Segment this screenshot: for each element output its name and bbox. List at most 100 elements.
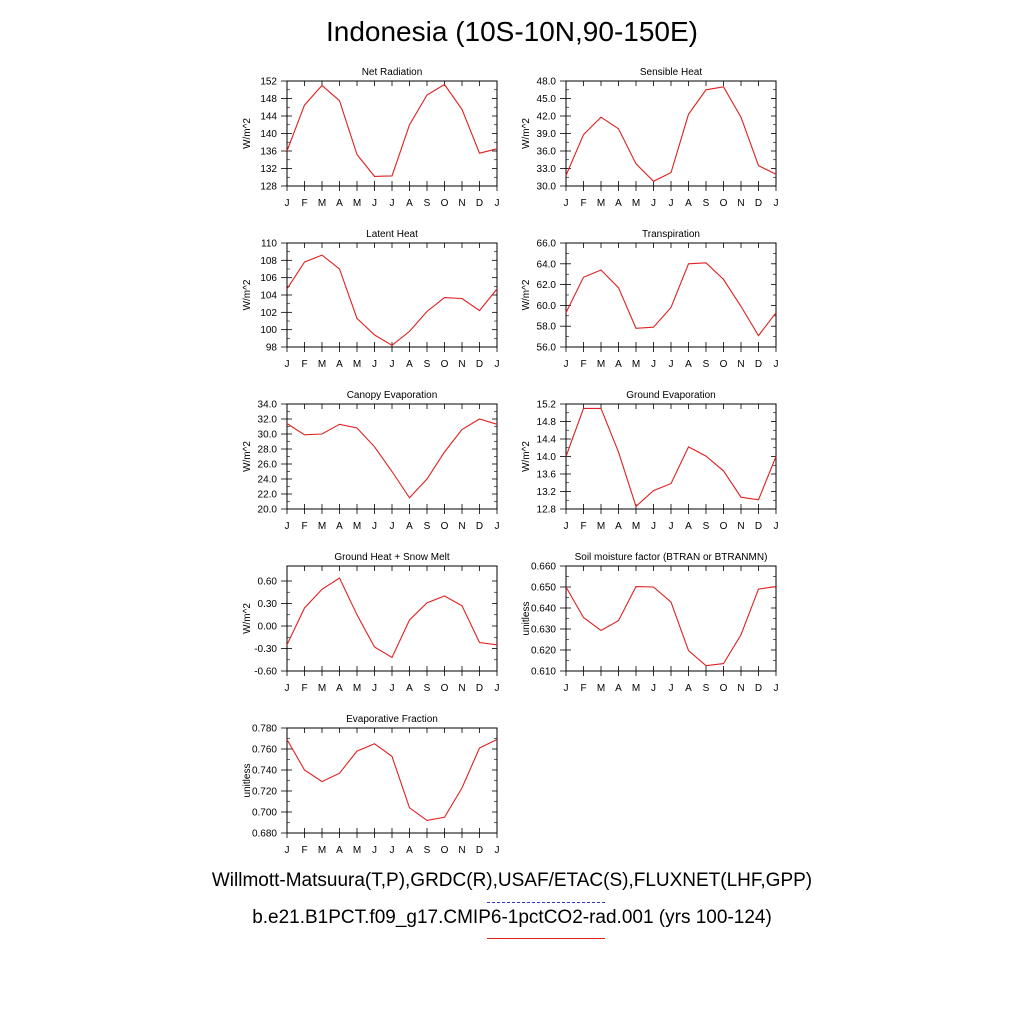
y-tick-label: 12.8 (537, 505, 557, 516)
plot-frame (286, 403, 498, 510)
y-tick-label: 110 (261, 239, 277, 250)
y-tick-label: 132 (260, 164, 277, 175)
series-line (286, 577, 498, 659)
x-tick-label: N (737, 198, 744, 209)
y-tick-label: 26.0 (258, 460, 278, 471)
x-tick-label: A (615, 359, 622, 370)
x-tick-label: J (285, 683, 290, 694)
series-line (565, 262, 777, 337)
x-tick-label: M (318, 198, 326, 209)
x-tick-label: S (703, 521, 710, 532)
x-tick-label: J (495, 845, 500, 856)
panel-title: Latent Heat (366, 229, 418, 240)
y-tick-label: 108 (260, 256, 277, 267)
x-tick-label: A (336, 845, 343, 856)
y-tick-label: 66.0 (537, 239, 557, 250)
chart-panel-9: Evaporative Fraction unitless 0.680 0.700 0.… (242, 714, 500, 856)
chart-panel-2: Sensible Heat W/m^2 30.0 33.0 36.0 39.0 42.0 45… (521, 67, 779, 209)
y-tick-label: 0.30 (258, 599, 278, 610)
panel-title: Net Radiation (362, 67, 423, 78)
x-tick-label: A (685, 683, 692, 694)
y-tick-label: 30.0 (258, 430, 278, 441)
series-line (286, 739, 498, 821)
panel-title: Ground Heat + Snow Melt (334, 552, 450, 563)
x-tick-label: J (774, 198, 779, 209)
x-tick-label: M (353, 359, 361, 370)
x-tick-label: A (685, 521, 692, 532)
plot-frame (286, 565, 498, 672)
y-tick-label: 13.2 (537, 487, 557, 498)
x-tick-label: J (651, 198, 656, 209)
x-tick-label: O (441, 683, 449, 694)
x-tick-label: N (737, 683, 744, 694)
y-tick-label: 33.0 (537, 164, 557, 175)
x-tick-label: J (495, 683, 500, 694)
x-tick-label: F (580, 683, 586, 694)
y-tick-label: 48.0 (537, 77, 557, 88)
x-tick-label: J (372, 683, 377, 694)
chart-panel-1: Net Radiation W/m^2 128 132 136 140 144 148 152 J… (242, 67, 500, 209)
y-tick-label: -0.30 (254, 644, 277, 655)
x-tick-label: J (564, 521, 569, 532)
chart-panel-8: Soil moisture factor (BTRAN or BTRANMN) u… (521, 552, 779, 694)
y-tick-label: 104 (260, 291, 277, 302)
x-tick-label: N (458, 683, 465, 694)
x-tick-label: O (720, 683, 728, 694)
x-tick-label: F (301, 845, 307, 856)
panel-title: Sensible Heat (640, 67, 702, 78)
y-tick-label: 32.0 (258, 415, 278, 426)
x-tick-label: S (424, 521, 431, 532)
x-tick-label: J (372, 359, 377, 370)
x-tick-label: J (774, 521, 779, 532)
plot-frame (286, 80, 498, 187)
x-tick-label: J (495, 521, 500, 532)
y-tick-label: 15.2 (537, 400, 557, 411)
x-tick-label: A (615, 198, 622, 209)
x-tick-label: N (737, 521, 744, 532)
x-tick-label: J (372, 198, 377, 209)
series-line (565, 407, 777, 508)
x-tick-label: J (285, 845, 290, 856)
y-tick-label: 0.610 (531, 667, 556, 678)
x-tick-label: J (651, 683, 656, 694)
x-tick-label: O (441, 521, 449, 532)
y-tick-label: 34.0 (258, 400, 278, 411)
legend-observations-line (487, 902, 605, 903)
x-tick-label: O (441, 198, 449, 209)
y-tick-label: 60.0 (537, 301, 557, 312)
x-tick-label: A (615, 683, 622, 694)
x-tick-label: J (774, 359, 779, 370)
x-tick-label: S (703, 683, 710, 694)
x-tick-label: J (564, 683, 569, 694)
y-tick-label: 98 (266, 343, 278, 354)
y-axis-label: W/m^2 (242, 118, 253, 149)
legend-model-line (487, 938, 605, 939)
y-tick-label: 140 (260, 129, 277, 140)
y-axis-label: W/m^2 (242, 441, 253, 472)
y-tick-label: 0.660 (531, 562, 556, 573)
panel-title: Evaporative Fraction (346, 714, 438, 725)
x-tick-label: S (424, 198, 431, 209)
y-tick-label: 0.640 (531, 604, 556, 615)
plot-frame (286, 242, 498, 348)
y-axis-label: W/m^2 (521, 279, 532, 310)
x-tick-label: S (424, 845, 431, 856)
x-tick-label: F (580, 198, 586, 209)
y-tick-label: 152 (260, 77, 277, 88)
y-tick-label: 0.680 (252, 829, 277, 840)
y-tick-label: 28.0 (258, 445, 278, 456)
x-tick-label: J (372, 845, 377, 856)
plot-frame (565, 403, 777, 510)
x-tick-label: A (685, 198, 692, 209)
series-line (286, 418, 498, 499)
y-tick-label: 136 (260, 147, 277, 158)
x-tick-label: M (632, 198, 640, 209)
y-tick-label: 58.0 (537, 322, 557, 333)
y-axis-label: unitless (242, 764, 253, 798)
series-line (286, 83, 498, 177)
x-tick-label: M (353, 845, 361, 856)
x-tick-label: J (495, 359, 500, 370)
x-tick-label: D (476, 359, 483, 370)
x-tick-label: J (669, 683, 674, 694)
